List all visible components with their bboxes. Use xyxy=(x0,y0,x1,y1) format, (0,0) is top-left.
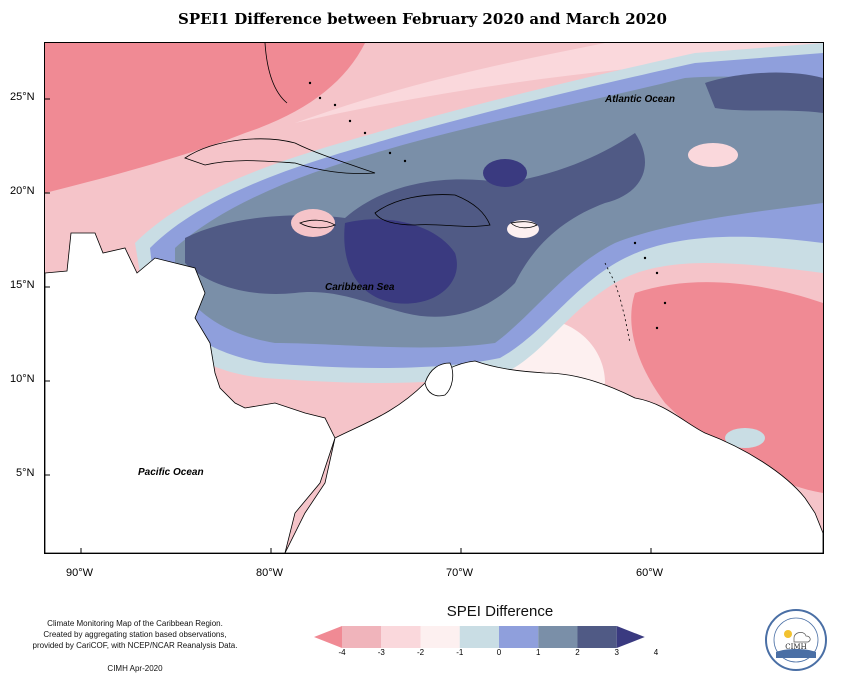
island-dots xyxy=(308,81,667,330)
negative-zone-gulf xyxy=(45,43,365,193)
legend-tick-label: 2 xyxy=(575,648,580,657)
florida-outline xyxy=(264,43,288,104)
legend-swatch xyxy=(499,626,539,648)
lon-label-80: 80°W xyxy=(256,567,284,579)
lesser-antilles-outline xyxy=(604,262,631,344)
legend-swatch xyxy=(420,626,460,648)
footer-line-2: Created by aggregating station based obs… xyxy=(43,630,227,639)
footer-line-1: Climate Monitoring Map of the Caribbean … xyxy=(47,619,223,628)
legend-swatch xyxy=(577,626,617,648)
legend-tick-label: -2 xyxy=(416,648,425,657)
axis-ticks xyxy=(45,98,652,553)
legend-tick-label: 0 xyxy=(496,648,502,657)
positive-spot-guyana xyxy=(725,428,765,448)
legend-swatch-arrow-right xyxy=(616,626,645,648)
legend-swatch xyxy=(538,626,578,648)
lat-label-25: 25°N xyxy=(10,91,35,103)
central-america-mexico xyxy=(45,232,336,553)
legend-tick-label: -1 xyxy=(456,648,464,657)
map-canvas xyxy=(45,43,823,553)
light-spot-puerto-rico xyxy=(507,220,539,238)
pacific-ocean-label: Pacific Ocean xyxy=(138,467,204,478)
puerto-rico-outline xyxy=(510,221,538,229)
lat-label-20: 20°N xyxy=(10,185,35,197)
spei-map xyxy=(44,42,824,554)
map-title: SPEI1 Difference between February 2020 a… xyxy=(178,10,667,28)
footer-description: Climate Monitoring Map of the Caribbean … xyxy=(20,618,250,651)
lat-label-5: 5°N xyxy=(16,467,35,479)
light-spot-atlantic xyxy=(688,143,738,167)
positive-zone-dark-ne xyxy=(705,72,823,113)
legend-colorbar xyxy=(314,626,645,648)
water-icon xyxy=(776,649,816,658)
lon-label-90: 90°W xyxy=(66,567,94,579)
atlantic-ocean-label: Atlantic Ocean xyxy=(605,94,676,105)
legend-tick-label: -4 xyxy=(338,648,346,657)
cloud-icon xyxy=(793,632,811,643)
jamaica-outline xyxy=(299,219,336,229)
cuba-outline xyxy=(184,138,376,174)
island-outlines xyxy=(184,43,631,344)
lat-label-10: 10°N xyxy=(10,373,35,385)
cimh-logo: CIMH xyxy=(765,609,827,671)
logo-text: CIMH xyxy=(785,643,806,651)
legend-title: SPEI Difference xyxy=(446,603,554,620)
hispaniola-outline xyxy=(374,194,491,227)
caribbean-sea-label: Caribbean Sea xyxy=(325,282,395,293)
peninsula-guajira xyxy=(424,362,454,397)
land-masses xyxy=(45,232,823,553)
negative-spot-jamaica xyxy=(291,209,335,237)
legend-tick-label: 4 xyxy=(653,648,659,657)
negative-zone-east xyxy=(631,282,823,493)
legend-tick-label: 3 xyxy=(614,648,619,657)
footer-line-3: provided by CariCOF, with NCEP/NCAR Rean… xyxy=(32,641,238,650)
footer-credit: CIMH Apr-2020 xyxy=(107,664,163,673)
positive-core-north xyxy=(483,159,527,187)
sun-icon xyxy=(784,630,792,638)
lon-label-60: 60°W xyxy=(636,567,664,579)
lon-label-70: 70°W xyxy=(446,567,474,579)
legend-tick-label: -3 xyxy=(377,648,385,657)
legend-swatch xyxy=(342,626,382,648)
legend-swatch xyxy=(459,626,499,648)
legend-swatches xyxy=(314,626,645,648)
lat-label-15: 15°N xyxy=(10,279,35,291)
positive-core-caribbean xyxy=(344,219,457,304)
legend-tick-label: 1 xyxy=(536,648,541,657)
legend-swatch xyxy=(381,626,421,648)
legend-swatch-arrow-left xyxy=(314,626,342,648)
